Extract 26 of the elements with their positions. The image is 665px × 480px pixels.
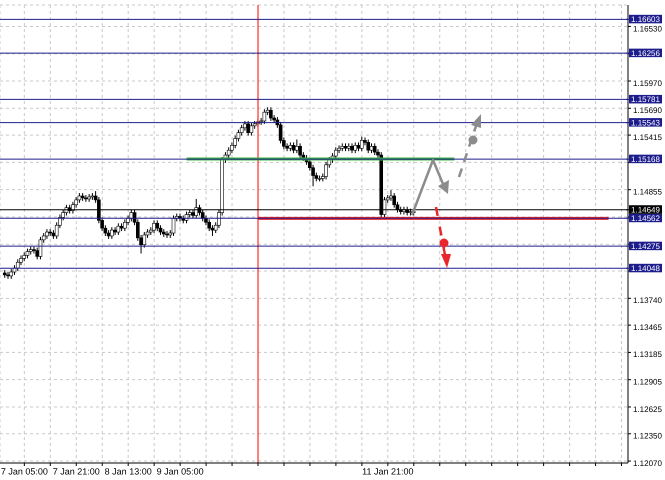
ref-line-label: 1.15543 — [631, 118, 661, 128]
ref-line-label: 1.14275 — [631, 242, 661, 251]
y-tick-label: 1.12625 — [633, 404, 662, 414]
ref-line-label: 1.15781 — [631, 95, 661, 104]
y-tick-label: 1.15970 — [633, 78, 662, 88]
y-tick-label: 1.12070 — [633, 458, 662, 468]
y-tick-label: 1.13740 — [633, 296, 662, 306]
x-tick-label: 8 Jan 13:00 — [104, 466, 152, 476]
ref-line-label: 1.14649 — [631, 206, 661, 215]
y-tick-label: 1.14855 — [633, 188, 662, 196]
ref-line-label: 1.14562 — [631, 214, 661, 224]
y-tick-label: 1.12905 — [633, 378, 662, 387]
y-tick-label: 1.13465 — [633, 322, 662, 332]
x-tick-label: 9 Jan 05:00 — [156, 466, 204, 476]
y-tick-label: 1.12350 — [633, 432, 662, 441]
ref-line-label: 1.15168 — [631, 154, 661, 164]
y-tick-label: 1.15415 — [633, 132, 662, 142]
x-tick-label: 7 Jan 05:00 — [0, 466, 48, 476]
ref-line-label: 1.16256 — [631, 48, 661, 58]
y-tick-label: 1.15690 — [633, 106, 662, 116]
ref-line-label: 1.14048 — [631, 264, 661, 274]
y-tick-label: 1.16530 — [633, 24, 662, 34]
ref-line-label: 1.16603 — [631, 15, 661, 24]
x-tick-label: 11 Jan 21:00 — [362, 466, 414, 476]
y-tick-label: 1.13185 — [633, 350, 662, 360]
x-tick-label: 7 Jan 21:00 — [52, 466, 100, 476]
